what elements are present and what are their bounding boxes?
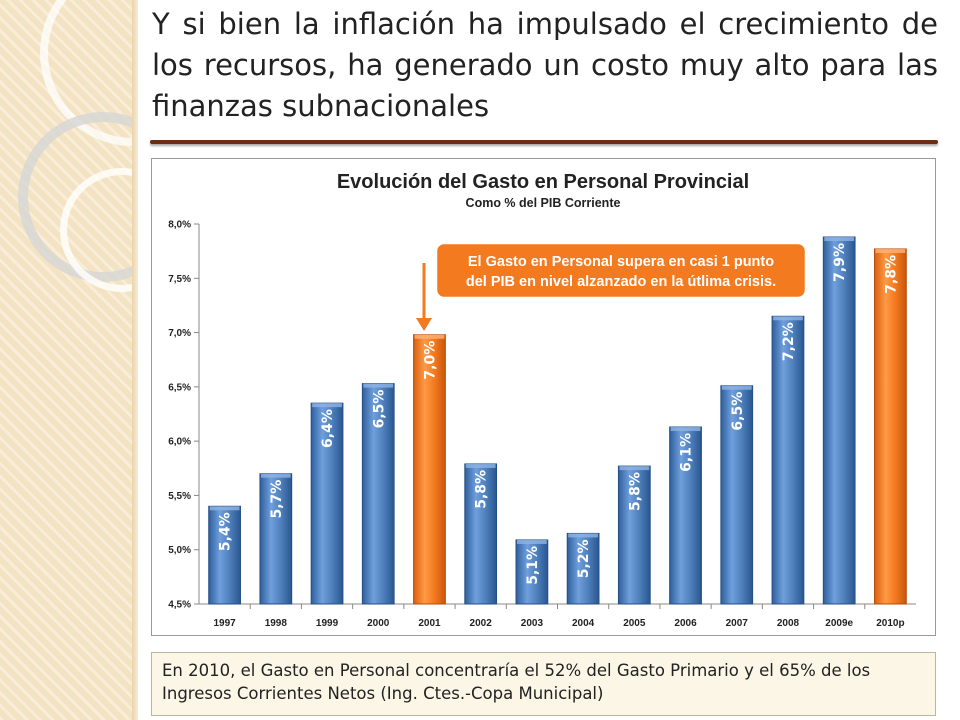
x-tick-label-2000: 2000 <box>367 618 390 629</box>
bar-1997 <box>208 505 241 605</box>
data-label-2010p: 7,8% <box>883 255 899 294</box>
decorative-ring <box>18 112 138 282</box>
y-tick-label: 8,0% <box>168 220 191 231</box>
bar-cap-2010p <box>875 248 906 253</box>
bar-2009e <box>822 236 856 605</box>
bar-2010p <box>874 248 907 605</box>
bar-cap-2002 <box>465 463 496 468</box>
data-label-2002: 5,8% <box>474 470 490 509</box>
chart-subtitle: Como % del PIB Corriente <box>466 196 621 210</box>
data-label-1998: 5,7% <box>269 480 285 519</box>
annotation-line-1: El Gasto en Personal supera en casi 1 pu… <box>468 254 774 270</box>
bar-cap-2006 <box>670 427 701 432</box>
bar-2008 <box>771 315 805 605</box>
data-label-2009e: 7,9% <box>832 243 848 282</box>
bar-2004 <box>566 532 600 605</box>
data-label-1997: 5,4% <box>218 512 234 551</box>
slide-title: Y si bien la inflación ha impulsado el c… <box>152 7 938 123</box>
bar-2006 <box>669 426 702 605</box>
data-label-2003: 5,1% <box>525 546 541 585</box>
bar-cap-2000 <box>363 383 394 388</box>
y-tick-label: 5,0% <box>168 545 191 556</box>
y-tick-label: 4,5% <box>168 600 191 611</box>
x-tick-label-2006: 2006 <box>674 618 697 629</box>
bar-cap-1998 <box>260 473 291 478</box>
bar-2005 <box>617 465 651 605</box>
bar-1998 <box>259 473 293 605</box>
chart-x-tick-labels: 1997 1998 1999 2000 2001 2002 2003 2004 2005 2006… <box>213 618 904 629</box>
sidebar-edge <box>132 0 138 720</box>
x-tick-label-1999: 1999 <box>316 618 339 629</box>
bar-cap-2005 <box>619 466 650 471</box>
footnote-box: En 2010, el Gasto en Personal concentrar… <box>151 652 936 716</box>
x-tick-label-2010p: 2010p <box>876 618 904 629</box>
y-tick-label: 5,5% <box>168 491 191 502</box>
bar-cap-1999 <box>312 403 342 408</box>
data-label-2004: 5,2% <box>576 539 592 578</box>
x-tick-label-1997: 1997 <box>213 618 236 629</box>
annotation-box <box>434 241 808 300</box>
x-tick-label-2002: 2002 <box>470 618 493 629</box>
chart-title: Evolución del Gasto en Personal Provinci… <box>337 171 749 193</box>
bar-cap-2004 <box>568 533 598 538</box>
x-tick-label-2004: 2004 <box>572 618 595 629</box>
data-label-2006: 6,1% <box>679 433 695 472</box>
bar-1999 <box>310 402 344 605</box>
x-tick-label-2009e: 2009e <box>825 618 853 629</box>
bar-2001 <box>413 334 446 605</box>
chart-y-tick-labels: 4,5% 5,0% 5,5% 6,0% 6,5% 7,0% 7,5% 8,0% <box>168 220 191 611</box>
y-tick-label: 7,0% <box>168 328 191 339</box>
annotation-line-2: del PIB en nivel alzanzado en la útlima … <box>466 274 776 290</box>
y-tick-label: 7,5% <box>168 274 191 285</box>
data-label-2007: 6,5% <box>730 392 746 431</box>
bar-cap-2001 <box>414 334 445 339</box>
bar-cap-2008 <box>773 316 803 321</box>
footnote-text: En 2010, el Gasto en Personal concentrar… <box>162 661 871 703</box>
bar-2000 <box>361 383 395 605</box>
data-label-2008: 7,2% <box>781 322 797 361</box>
data-label-1999: 6,4% <box>320 409 336 448</box>
title-underline <box>150 140 938 144</box>
bar-cap-2003 <box>517 539 547 544</box>
x-tick-label-1998: 1998 <box>265 618 288 629</box>
x-tick-label-2008: 2008 <box>777 618 800 629</box>
x-tick-label-2005: 2005 <box>623 618 646 629</box>
x-tick-label-2001: 2001 <box>418 618 441 629</box>
data-label-2005: 5,8% <box>627 472 643 511</box>
chart-bars <box>208 236 907 605</box>
x-tick-label-2003: 2003 <box>521 618 544 629</box>
decorative-sidebar <box>0 0 138 720</box>
y-tick-label: 6,0% <box>168 437 191 448</box>
bar-chart: Evolución del Gasto en Personal Provinci… <box>168 171 916 629</box>
annotation-arrowhead <box>416 318 432 331</box>
bar-cap-2009e <box>824 237 855 242</box>
data-label-2001: 7,0% <box>422 341 438 380</box>
chart-annotation: El Gasto en Personal supera en casi 1 pu… <box>416 241 808 331</box>
data-label-2000: 6,5% <box>371 390 387 429</box>
x-tick-label-2007: 2007 <box>726 618 749 629</box>
y-tick-label: 6,5% <box>168 382 191 393</box>
bar-cap-2007 <box>721 385 752 390</box>
bar-cap-1997 <box>209 506 240 511</box>
chart-data-labels: 5,4% 5,7% 6,4% 6,5% 7,0% 5,8% 5,1% 5,2% 5,8% 6,1%… <box>218 243 900 585</box>
